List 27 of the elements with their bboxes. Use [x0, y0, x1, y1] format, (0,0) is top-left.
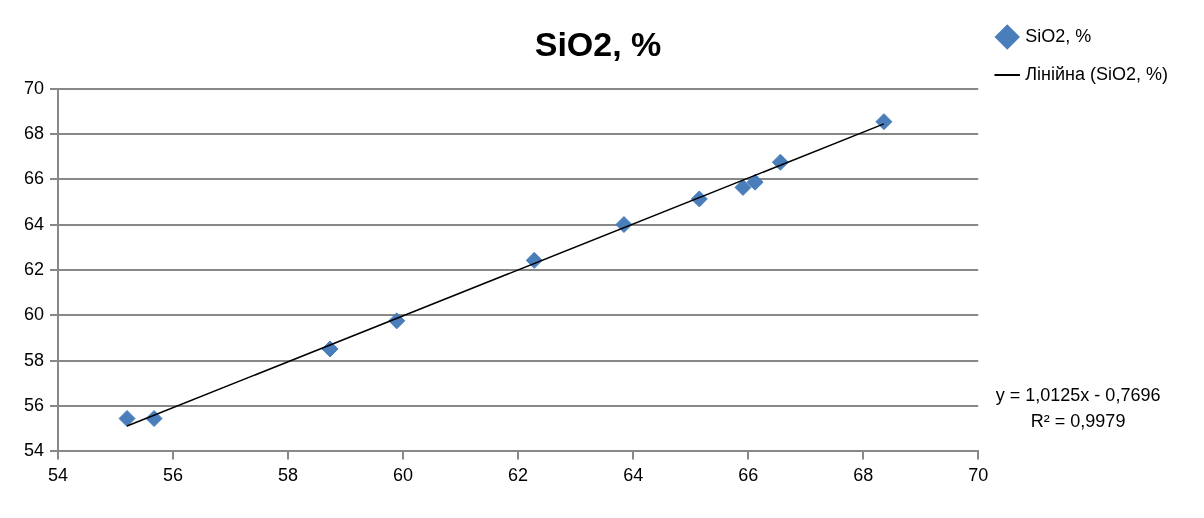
point: [746, 173, 764, 191]
legend-label: Лінійна (SiO2, %): [1025, 63, 1169, 84]
x-tick-label: 68: [853, 465, 874, 486]
x-tick-label: 58: [278, 465, 299, 486]
y-tick-label: 56: [23, 395, 45, 416]
x-tick-label: 64: [623, 465, 644, 486]
y-tick-label: 60: [23, 304, 45, 325]
y-tick-label: 62: [23, 259, 45, 280]
x-tick-label: 54: [48, 465, 69, 486]
y-tick-label: 68: [23, 123, 45, 144]
legend-label: SiO2, %: [1025, 25, 1092, 46]
point: [118, 410, 136, 428]
y-tick-label: 70: [23, 77, 45, 98]
text: R² = 0,9979: [1030, 411, 1126, 432]
y-tick-label: 66: [23, 168, 45, 189]
chart-title: SiO2, %: [534, 24, 662, 63]
x-tick-label: 60: [393, 465, 414, 486]
y-tick-label: 58: [23, 349, 45, 370]
point: [875, 113, 893, 131]
x-tick-label: 70: [968, 465, 989, 486]
text: y = 1,0125x - 0,7696: [995, 385, 1161, 406]
y-tick-label: 64: [23, 213, 45, 234]
x-tick-label: 62: [508, 465, 529, 486]
x-tick-label: 66: [738, 465, 759, 486]
x-tick-label: 56: [163, 465, 184, 486]
point: [734, 178, 752, 196]
y-tick-label: 54: [23, 440, 45, 461]
